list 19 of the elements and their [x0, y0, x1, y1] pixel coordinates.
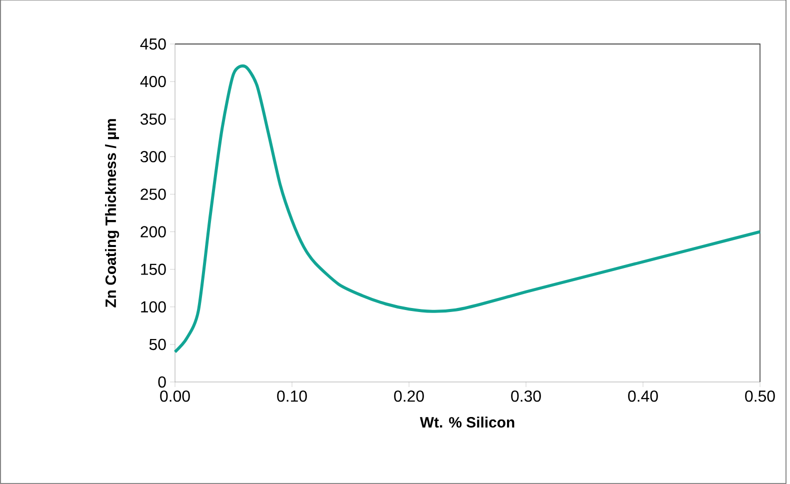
y-tick-label: 450	[140, 38, 166, 50]
y-tick-label: 100	[141, 301, 166, 313]
y-tick-label: 150	[141, 264, 166, 275]
x-axis-title: Wt. % Silicon	[420, 416, 514, 428]
y-tick-label: 400	[140, 76, 166, 88]
x-tick-label: 0.40	[628, 390, 658, 402]
y-tick-label: 250	[140, 188, 166, 200]
y-tick-label: 300	[140, 151, 166, 162]
x-tick-label: 0.50	[745, 390, 775, 402]
line-series	[174, 64, 762, 354]
x-tick-label: 0.10	[277, 390, 307, 402]
y-tick-label: 50	[149, 338, 166, 350]
x-tick-label: 0.30	[511, 390, 541, 402]
y-tick-label: 200	[140, 226, 166, 238]
x-tick-label: 0.00	[160, 390, 190, 402]
x-tick-label: 0.20	[394, 390, 424, 402]
y-tick-label: 0	[158, 376, 166, 388]
y-axis-title: Zn Coating Thickness / µm	[105, 119, 120, 308]
y-tick-label: 350	[140, 113, 166, 125]
